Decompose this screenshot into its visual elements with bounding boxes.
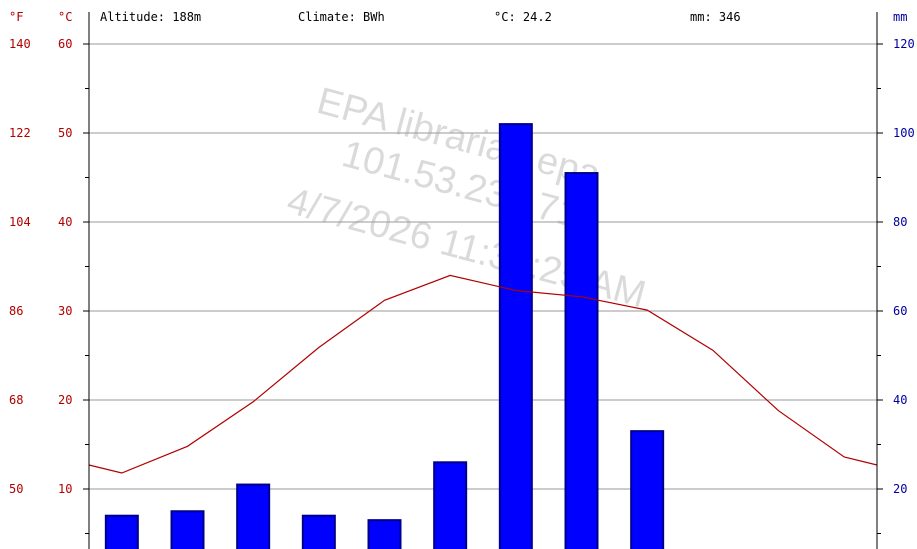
precipitation-bar xyxy=(630,430,665,549)
mm-unit-label: mm xyxy=(893,10,907,24)
celsius-tick-label: 30 xyxy=(58,304,72,318)
mm-tick-label: 40 xyxy=(893,393,907,407)
precipitation-bar xyxy=(564,172,599,549)
celsius-unit-label: °C xyxy=(58,10,72,24)
celsius-tick-label: 50 xyxy=(58,126,72,140)
fahrenheit-tick-label: 140 xyxy=(9,37,31,51)
fahrenheit-unit-label: °F xyxy=(9,10,23,24)
precipitation-bar xyxy=(433,461,468,549)
celsius-tick-label: 20 xyxy=(58,393,72,407)
mm-tick-label: 120 xyxy=(893,37,915,51)
celsius-tick-label: 60 xyxy=(58,37,72,51)
axis-labels: 140 60 120 122 50 100 104 40 80 86 30 60 68 20 40 50 10 2… xyxy=(9,37,915,496)
celsius-tick-label: 10 xyxy=(58,482,72,496)
gridlines xyxy=(89,43,877,490)
fahrenheit-tick-label: 104 xyxy=(9,215,31,229)
precipitation-bar xyxy=(498,123,533,549)
fahrenheit-tick-label: 86 xyxy=(9,304,23,318)
celsius-tick-label: 40 xyxy=(58,215,72,229)
altitude-label: Altitude: 188m xyxy=(100,10,201,24)
precipitation-bar xyxy=(236,483,271,549)
precipitation-bar xyxy=(367,519,402,549)
axis-ticks xyxy=(83,43,883,534)
mm-tick-label: 80 xyxy=(893,215,907,229)
fahrenheit-tick-label: 122 xyxy=(9,126,31,140)
precipitation-bar xyxy=(170,510,205,549)
mm-tick-label: 100 xyxy=(893,126,915,140)
climate-label: Climate: BWh xyxy=(298,10,385,24)
temperature-line xyxy=(88,274,878,474)
total-precipitation-label: mm: 346 xyxy=(690,10,741,24)
precipitation-bars xyxy=(104,123,665,549)
precipitation-bar xyxy=(104,514,139,549)
mean-temperature-label: °C: 24.2 xyxy=(494,10,552,24)
precipitation-bar xyxy=(301,514,336,549)
mm-tick-label: 20 xyxy=(893,482,907,496)
fahrenheit-tick-label: 68 xyxy=(9,393,23,407)
mm-tick-label: 60 xyxy=(893,304,907,318)
fahrenheit-tick-label: 50 xyxy=(9,482,23,496)
